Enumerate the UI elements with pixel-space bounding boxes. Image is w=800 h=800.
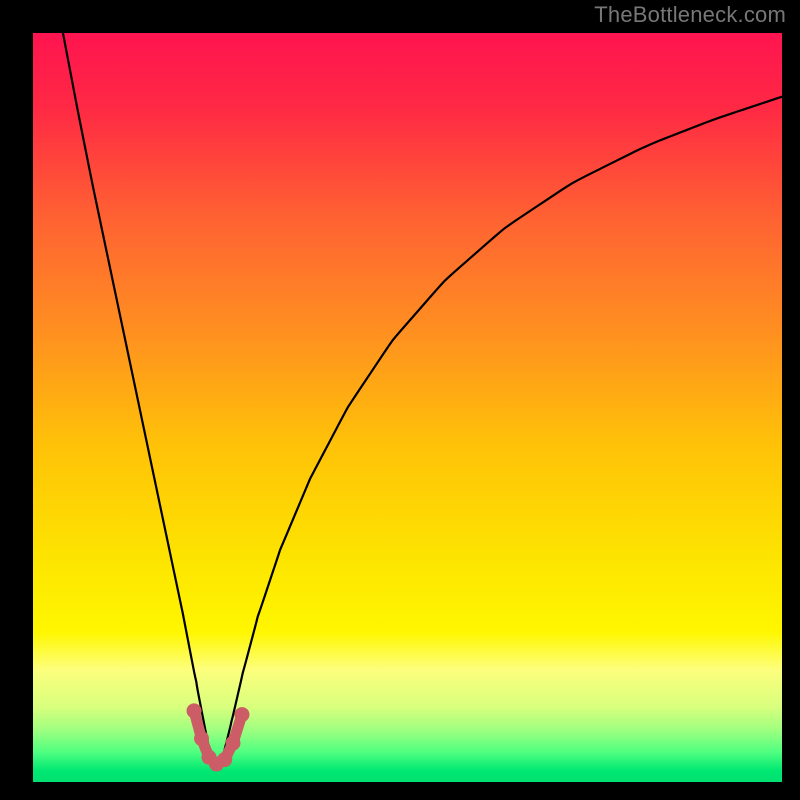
highlight-dot (234, 707, 249, 722)
chart-container: TheBottleneck.com (0, 0, 800, 800)
watermark-label: TheBottleneck.com (594, 2, 786, 28)
highlight-dot (225, 736, 240, 751)
highlight-dot (187, 703, 202, 718)
highlight-dot (194, 731, 209, 746)
plot-background-gradient (33, 33, 782, 782)
highlight-dot (217, 752, 232, 767)
chart-svg (0, 0, 800, 800)
